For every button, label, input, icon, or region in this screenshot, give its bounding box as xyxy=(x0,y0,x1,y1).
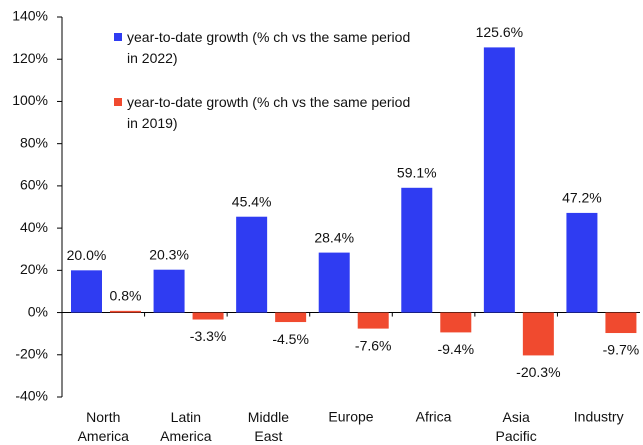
x-tick-label: Industry xyxy=(574,409,624,425)
data-label: -3.3% xyxy=(190,328,227,344)
bar xyxy=(483,47,515,313)
bar xyxy=(153,269,185,313)
legend-item: year-to-date growth (% ch vs the same pe… xyxy=(114,92,414,134)
bar xyxy=(192,312,224,320)
x-tick-label: Asia Pacific xyxy=(496,409,537,444)
legend-item: year-to-date growth (% ch vs the same pe… xyxy=(114,27,414,69)
legend-label: year-to-date growth (% ch vs the same pe… xyxy=(127,29,411,66)
data-label: 28.4% xyxy=(314,229,354,245)
x-tick-label: Africa xyxy=(416,409,452,425)
bar xyxy=(236,216,268,313)
y-tick-label: 100% xyxy=(12,92,48,108)
y-tick-label: 40% xyxy=(20,219,48,235)
data-label: 59.1% xyxy=(397,164,437,180)
bar xyxy=(318,252,350,313)
y-tick-label: 80% xyxy=(20,134,48,150)
data-label: 20.0% xyxy=(67,247,107,263)
y-tick-label: -40% xyxy=(15,388,48,404)
legend-label: year-to-date growth (% ch vs the same pe… xyxy=(127,94,411,131)
data-label: -20.3% xyxy=(516,364,560,380)
bar xyxy=(401,187,433,313)
bar xyxy=(71,270,102,313)
bar xyxy=(440,312,472,333)
bar xyxy=(522,312,554,356)
y-tick-label: -20% xyxy=(15,345,48,361)
data-label: -9.4% xyxy=(437,341,474,357)
data-label: 45.4% xyxy=(232,193,272,209)
data-label: 0.8% xyxy=(110,288,142,304)
legend-swatch xyxy=(114,98,122,106)
x-tick-label: Europe xyxy=(328,409,373,425)
y-tick-label: 0% xyxy=(28,303,48,319)
x-tick-label: Middle East xyxy=(248,409,289,444)
bar xyxy=(275,312,307,323)
legend-swatch xyxy=(114,33,122,41)
data-label: 20.3% xyxy=(149,246,189,262)
bar xyxy=(357,312,389,329)
data-label: -9.7% xyxy=(603,342,640,358)
data-label: -7.6% xyxy=(355,337,392,353)
bar xyxy=(110,310,141,313)
legend: year-to-date growth (% ch vs the same pe… xyxy=(114,27,414,157)
y-tick-label: 140% xyxy=(12,8,48,24)
x-tick-label: North America xyxy=(78,409,130,444)
bar xyxy=(605,312,637,334)
data-label: 47.2% xyxy=(562,190,602,206)
y-tick-label: 120% xyxy=(12,50,48,66)
y-tick-label: 60% xyxy=(20,177,48,193)
x-tick-label: Latin America xyxy=(160,409,212,444)
data-label: 125.6% xyxy=(476,24,523,40)
data-label: -4.5% xyxy=(272,331,309,347)
y-tick-label: 20% xyxy=(20,261,48,277)
bar xyxy=(566,212,598,313)
